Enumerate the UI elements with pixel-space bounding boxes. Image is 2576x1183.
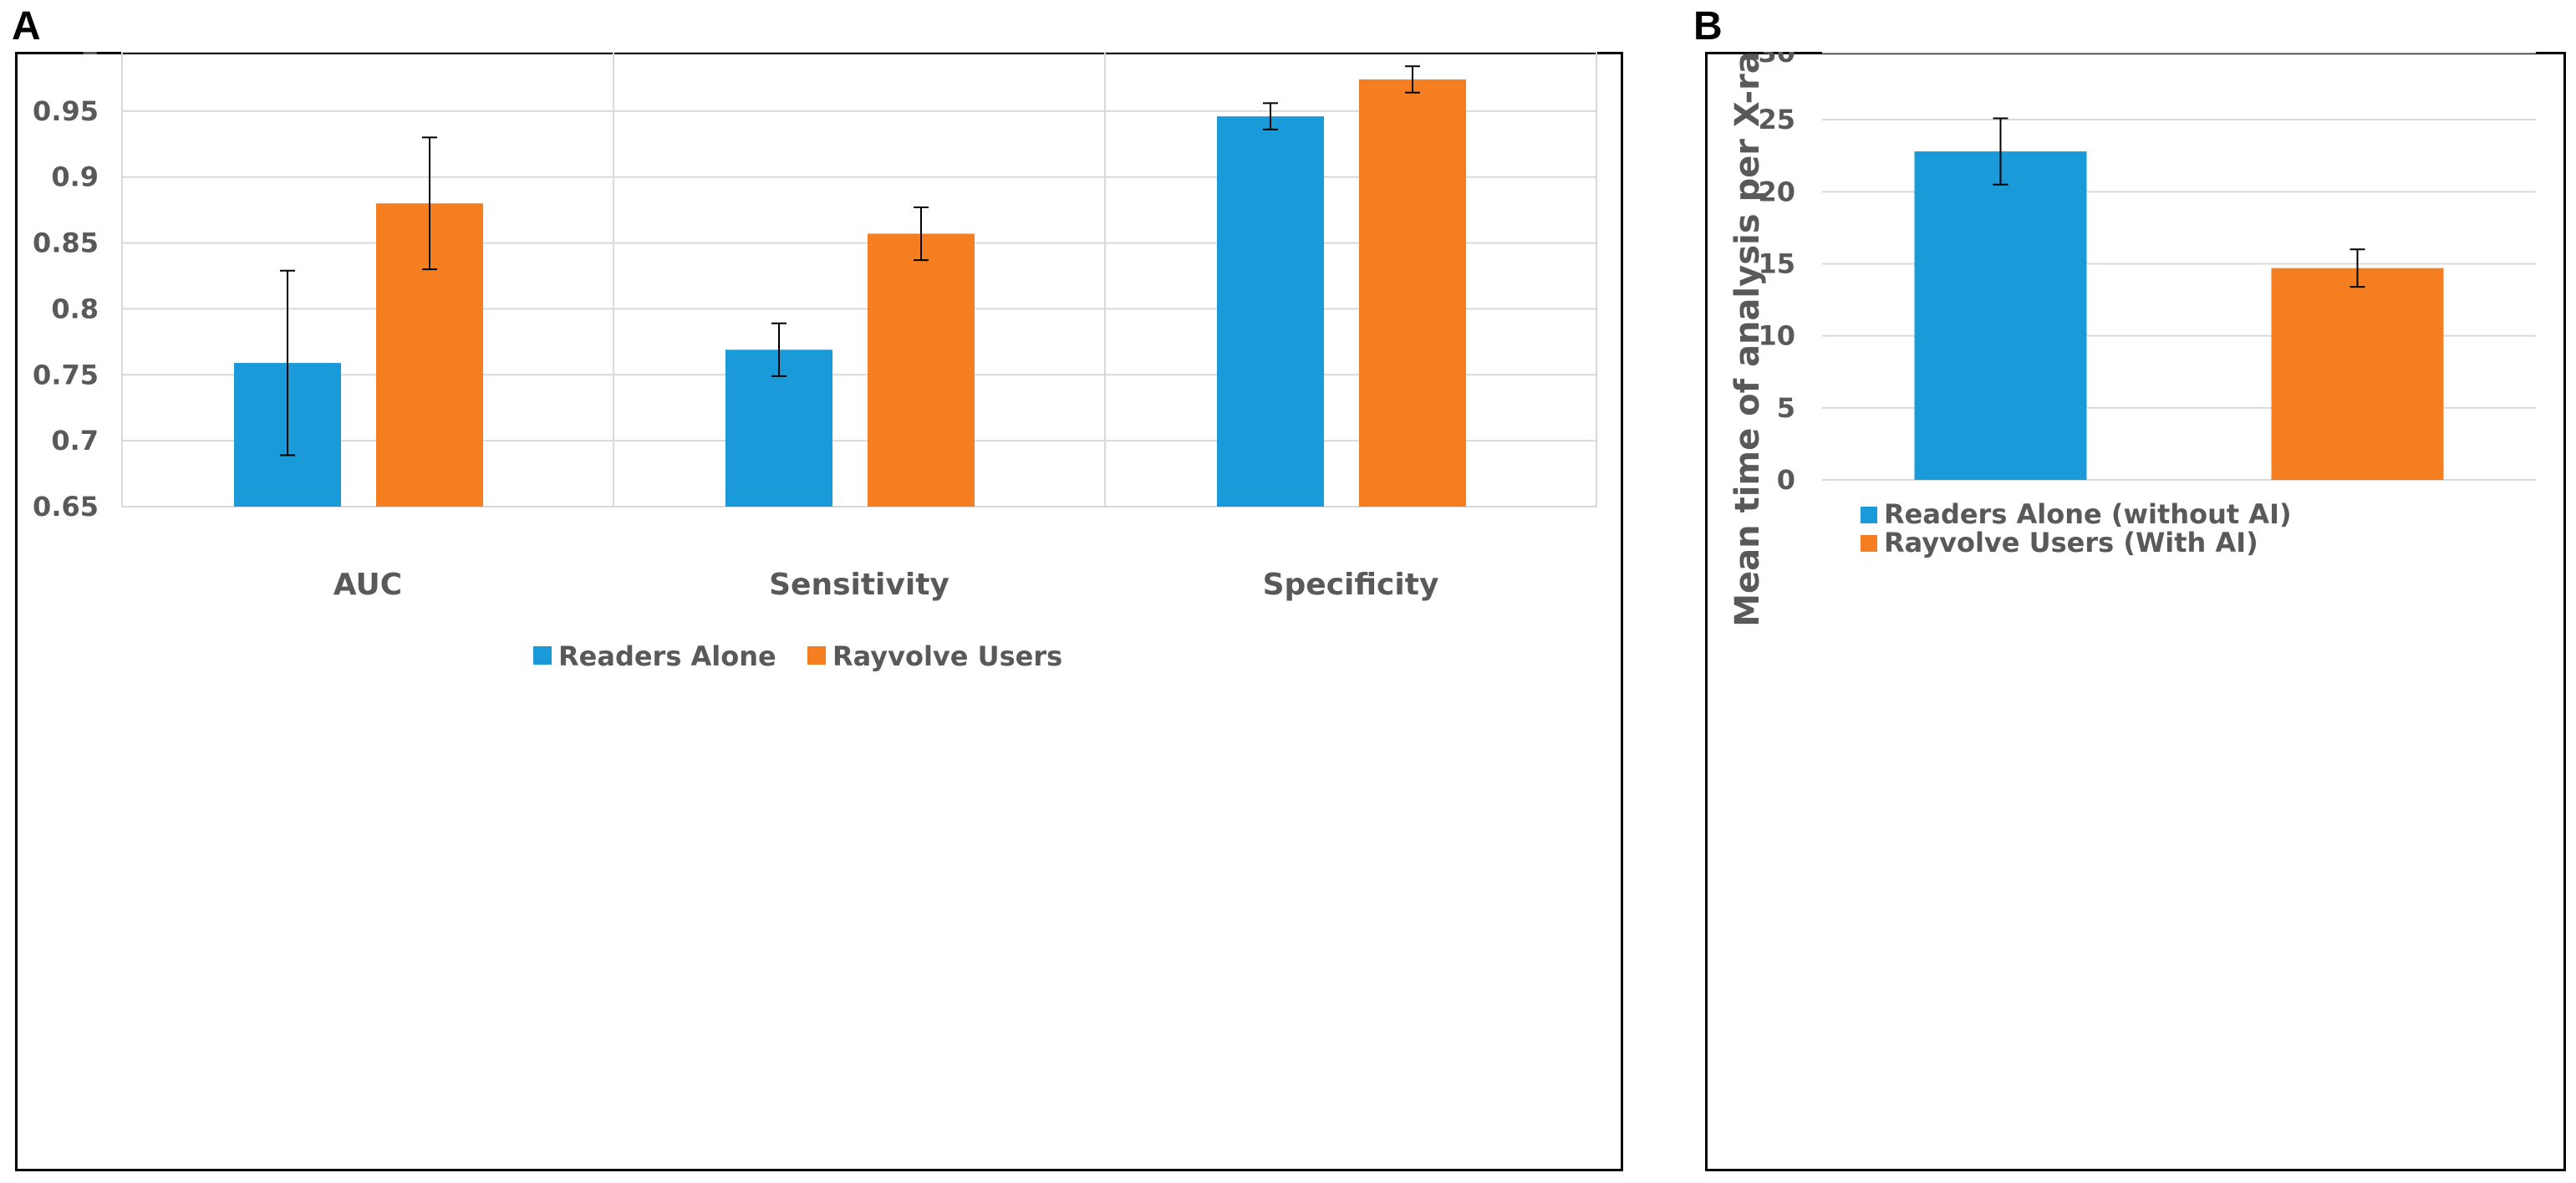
legend-label: Readers Alone — [558, 640, 776, 672]
legend-label: Readers Alone (without AI) — [1884, 498, 2292, 530]
panel-b-letter: B — [1693, 4, 1723, 48]
legend-swatch-readers-alone — [1861, 507, 1877, 523]
bar-readers-alone — [1217, 116, 1324, 507]
y-tick-label: 10 — [1758, 320, 1795, 352]
bar-rayvolve-users — [1359, 79, 1466, 507]
chart-a: 0.65 0.7 0.75 0.8 0.85 0.9 0.95 1 AUC Sensitivity… — [33, 52, 1597, 672]
y-tick-label: 0 — [1777, 464, 1795, 496]
y-tick-label: 0.85 — [33, 227, 99, 259]
y-tick-label: 0.75 — [33, 359, 99, 390]
legend-swatch-rayvolve-users — [1861, 535, 1877, 552]
y-tick-label: 25 — [1758, 104, 1795, 135]
legend-swatch-rayvolve-users — [807, 646, 826, 665]
y-tick-label: 20 — [1758, 176, 1795, 207]
y-tick-label: 0.9 — [51, 161, 99, 193]
bar-rayvolve-users — [868, 233, 975, 507]
y-tick-label: 0.7 — [51, 425, 99, 456]
y-tick-label: 1 — [80, 52, 99, 61]
x-category-label: Specificity — [1263, 568, 1439, 602]
legend-label: Rayvolve Users (With AI) — [1884, 527, 2258, 558]
plot-border — [121, 52, 1597, 507]
x-category-label: AUC — [333, 568, 402, 602]
x-category-label: Sensitivity — [769, 568, 949, 602]
y-axis-label: Mean time of analysis per X-ray (sec) — [1728, 52, 1767, 627]
panel-a-letter: A — [12, 4, 41, 48]
legend-swatch-readers-alone — [533, 646, 552, 665]
legend-label: Rayvolve Users — [832, 640, 1062, 672]
bar-readers-alone — [1914, 151, 2087, 480]
y-tick-label: 0.95 — [33, 95, 99, 127]
panel-a-frame — [15, 52, 1623, 1171]
y-tick-label: 30 — [1758, 52, 1795, 69]
y-tick-label: 0.65 — [33, 491, 99, 523]
y-tick-label: 0.8 — [51, 293, 99, 324]
bar-rayvolve-users — [2271, 268, 2444, 480]
y-tick-label: 5 — [1777, 392, 1795, 424]
y-tick-label: 15 — [1758, 248, 1795, 280]
